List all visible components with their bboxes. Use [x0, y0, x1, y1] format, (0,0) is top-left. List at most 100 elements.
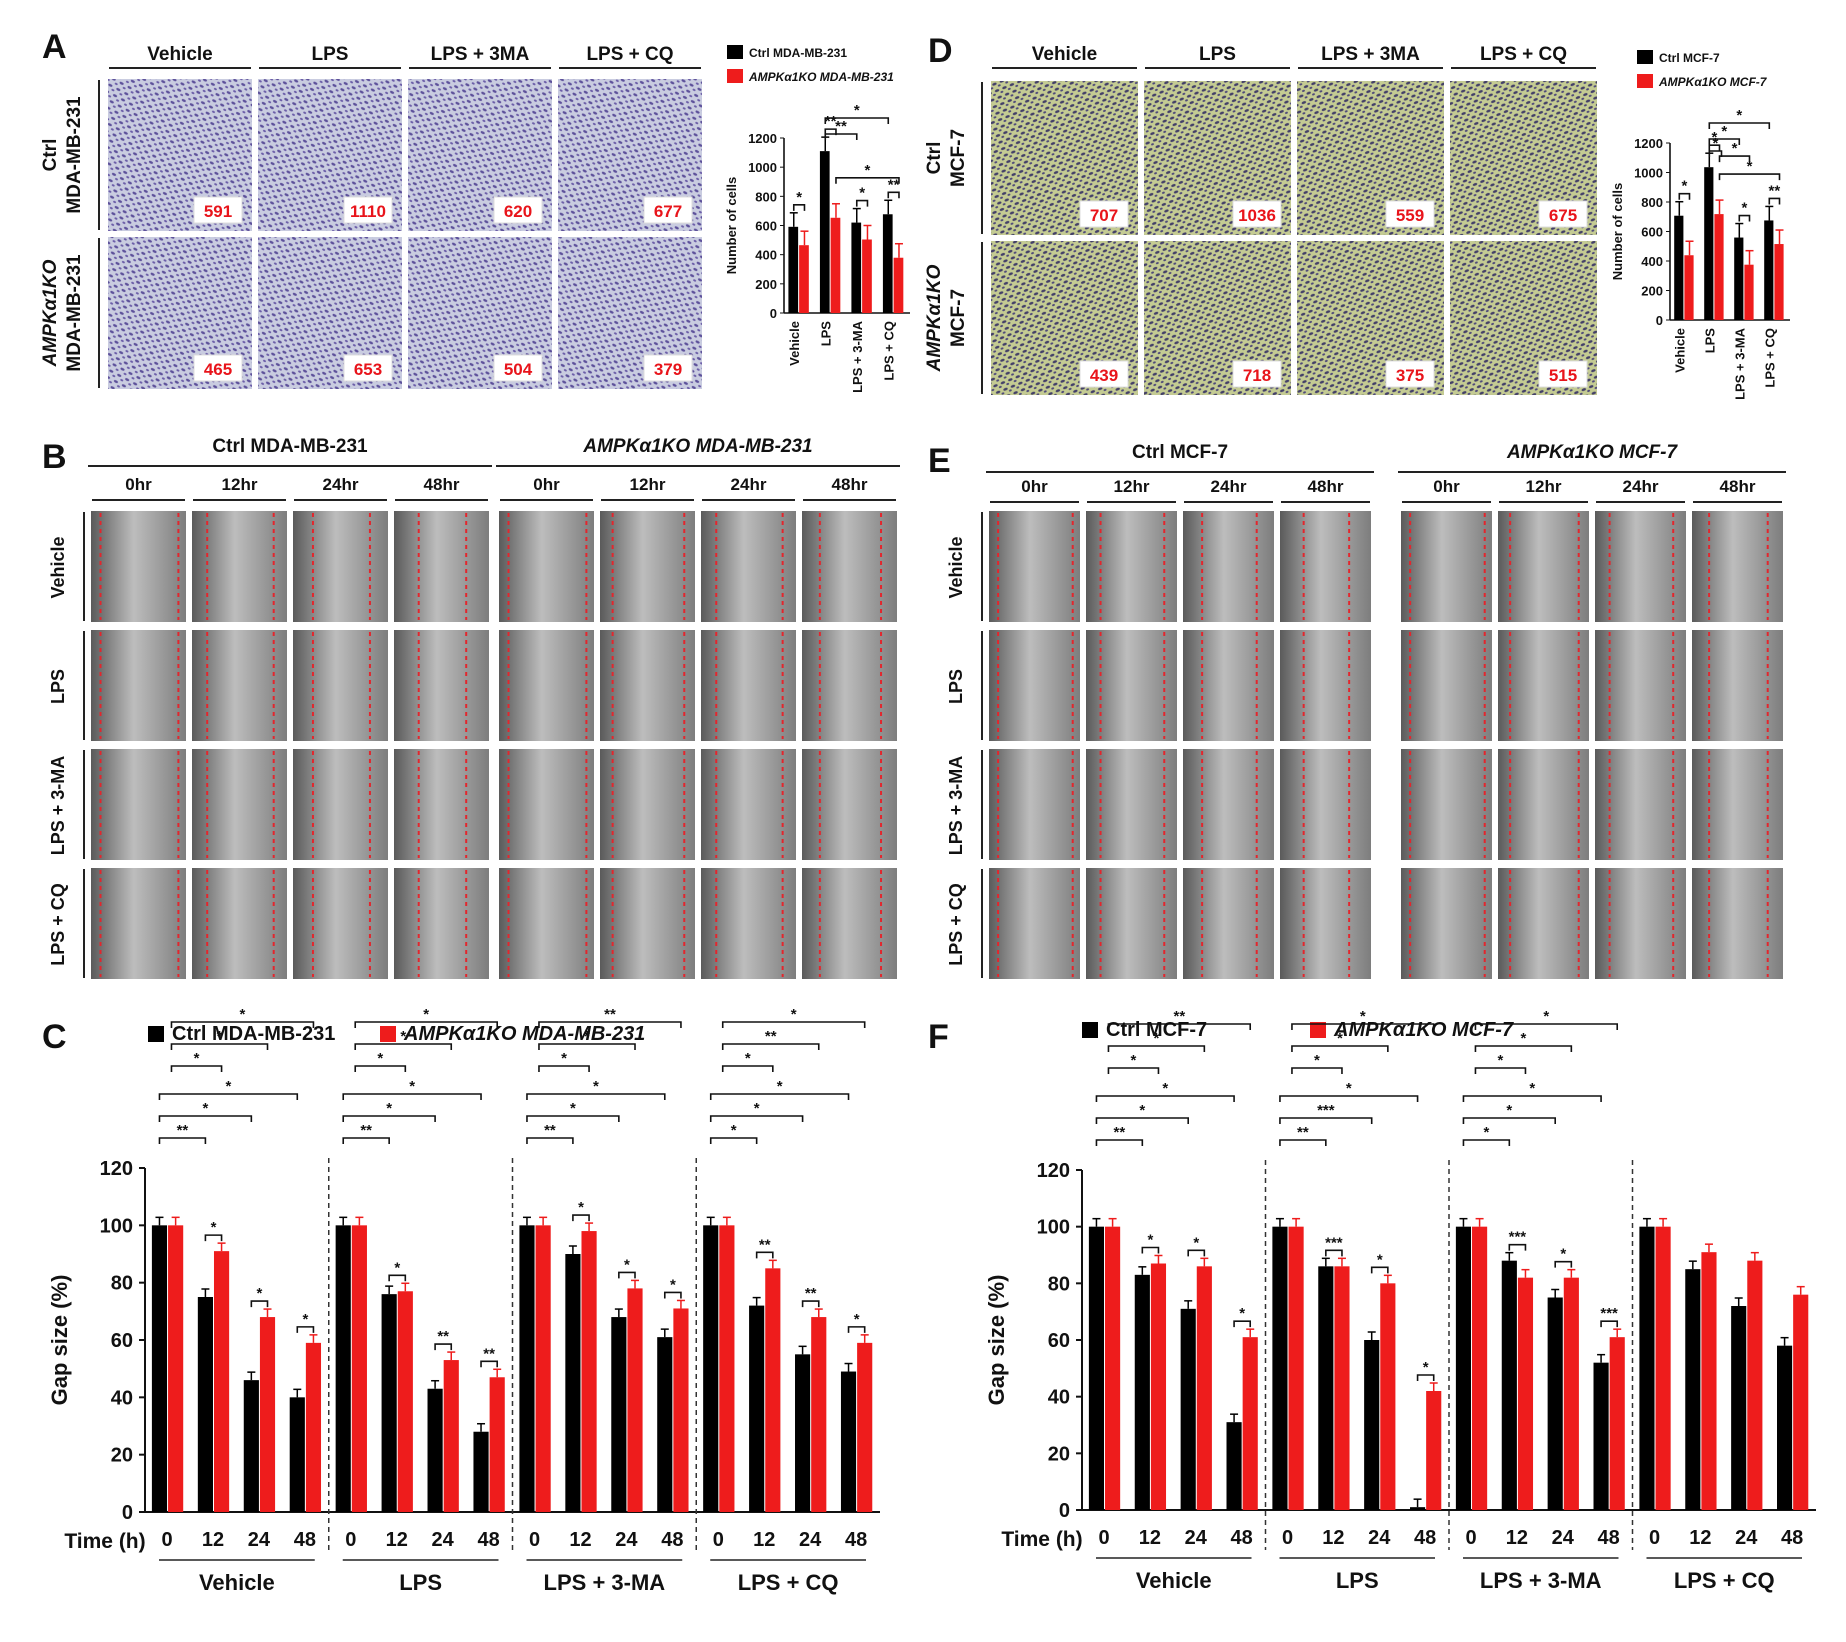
bar: [840, 1371, 857, 1512]
cell-count: 504: [504, 360, 533, 379]
bar: [1334, 1266, 1350, 1510]
significance-label: *: [731, 1122, 737, 1139]
wound-image: [1595, 868, 1686, 979]
significance-bracket: [1708, 122, 1771, 129]
bar: [168, 1225, 184, 1512]
y-axis-label: Gap size (%): [984, 1275, 1009, 1406]
bar: [1517, 1277, 1534, 1510]
bar: [1547, 1297, 1563, 1510]
group-title: AMPKα1KO MCF-7: [1506, 442, 1679, 463]
time-header: 24hr: [323, 475, 359, 494]
significance-label: *: [1741, 200, 1747, 217]
bar: [862, 239, 872, 313]
significance-label: *: [394, 1259, 400, 1276]
y-tick-label: 800: [755, 189, 777, 204]
significance-label: *: [865, 162, 871, 179]
significance-label: *: [302, 1311, 308, 1328]
significance-bracket: [1474, 1023, 1619, 1030]
cell-count: 379: [654, 360, 682, 379]
wound-image: [293, 868, 388, 979]
significance-label: *: [409, 1078, 415, 1095]
cell-count: 718: [1243, 366, 1271, 385]
bar: [1150, 1263, 1167, 1510]
bar: [1593, 1362, 1609, 1510]
significance-bracket: [1768, 197, 1781, 205]
cell-count: 653: [354, 360, 382, 379]
wound-image: [1401, 511, 1492, 622]
time-header: 24hr: [1623, 477, 1659, 496]
significance-bracket: [847, 1326, 866, 1333]
bar: [1501, 1260, 1517, 1510]
wound-image: [1280, 749, 1371, 860]
bar: [1318, 1266, 1334, 1510]
significance-bracket: [526, 1115, 620, 1122]
row-label: AMPKα1KO: [40, 259, 61, 367]
bar: [1747, 1260, 1763, 1510]
bar: [857, 1342, 873, 1512]
bar: [893, 257, 904, 313]
bar: [1704, 167, 1714, 320]
time-tick-label: 24: [615, 1529, 638, 1551]
bar: [765, 1268, 781, 1512]
column-header: Vehicle: [1032, 44, 1098, 65]
legend-swatch: [1310, 1022, 1326, 1038]
significance-label: *: [1560, 1246, 1566, 1263]
bar: [1088, 1226, 1105, 1510]
legend-label: Ctrl MDA-MB-231: [749, 46, 847, 60]
significance-label: *: [423, 1006, 429, 1023]
significance-label: *: [1346, 1080, 1352, 1097]
bar: [811, 1317, 827, 1512]
time-header: 12hr: [1114, 477, 1150, 496]
cell-count: 439: [1090, 366, 1118, 385]
y-tick-label: 100: [1037, 1217, 1070, 1239]
bar: [335, 1225, 351, 1512]
significance-bracket: [342, 1115, 436, 1122]
significance-label: ***: [1317, 1102, 1335, 1119]
wound-image: [394, 511, 489, 622]
F_bar-chart: F Ctrl MCF-7 AMPKα1KO MCF-7020406080100120…: [928, 1008, 1816, 1593]
bar: [1777, 1345, 1793, 1510]
significance-bracket: [1187, 1249, 1206, 1257]
wound-image: [802, 511, 897, 622]
bar: [243, 1380, 259, 1512]
time-tick-label: 24: [1552, 1527, 1575, 1549]
significance-bracket: [801, 1300, 820, 1308]
bar: [1272, 1226, 1288, 1510]
wound-image: [1595, 630, 1686, 741]
wound-image: [192, 749, 287, 860]
C_bar-chart: C Ctrl MDA-MB-231 AMPKα1KO MDA-MB-231 0 20 40…: [42, 1006, 880, 1595]
bar: [197, 1297, 213, 1512]
bar: [443, 1360, 459, 1512]
significance-bracket: [1600, 1320, 1619, 1328]
significance-bracket: [1279, 1139, 1327, 1146]
y-tick-label: 60: [1048, 1330, 1070, 1352]
row-label: LPS + 3-MA: [48, 756, 68, 856]
time-header: 48hr: [832, 475, 868, 494]
significance-bracket: [721, 1065, 774, 1072]
bar: [1609, 1337, 1625, 1510]
wound-image: [394, 749, 489, 860]
column-header: Vehicle: [147, 44, 213, 65]
significance-bracket: [434, 1343, 453, 1351]
panel-letter: A: [42, 28, 67, 66]
significance-bracket: [1233, 1320, 1252, 1328]
significance-label: *: [217, 1028, 223, 1045]
y-tick-label: 200: [1641, 284, 1663, 299]
cell-count: 1036: [1238, 206, 1276, 225]
wound-image: [989, 511, 1080, 622]
time-header: 24hr: [731, 475, 767, 494]
significance-bracket: [1462, 1117, 1556, 1124]
bar: [1563, 1277, 1579, 1510]
wound-image: [1401, 868, 1492, 979]
count-box: [643, 354, 693, 382]
significance-bracket: [1107, 1023, 1252, 1030]
time-header: 48hr: [1308, 477, 1344, 496]
significance-bracket: [1279, 1117, 1373, 1124]
time-tick-label: 48: [1231, 1527, 1253, 1549]
count-box: [1232, 200, 1282, 228]
significance-bracket: [1554, 1260, 1573, 1268]
significance-label: *: [1681, 178, 1687, 195]
time-header: 12hr: [1526, 477, 1562, 496]
column-header: LPS: [1199, 44, 1236, 65]
